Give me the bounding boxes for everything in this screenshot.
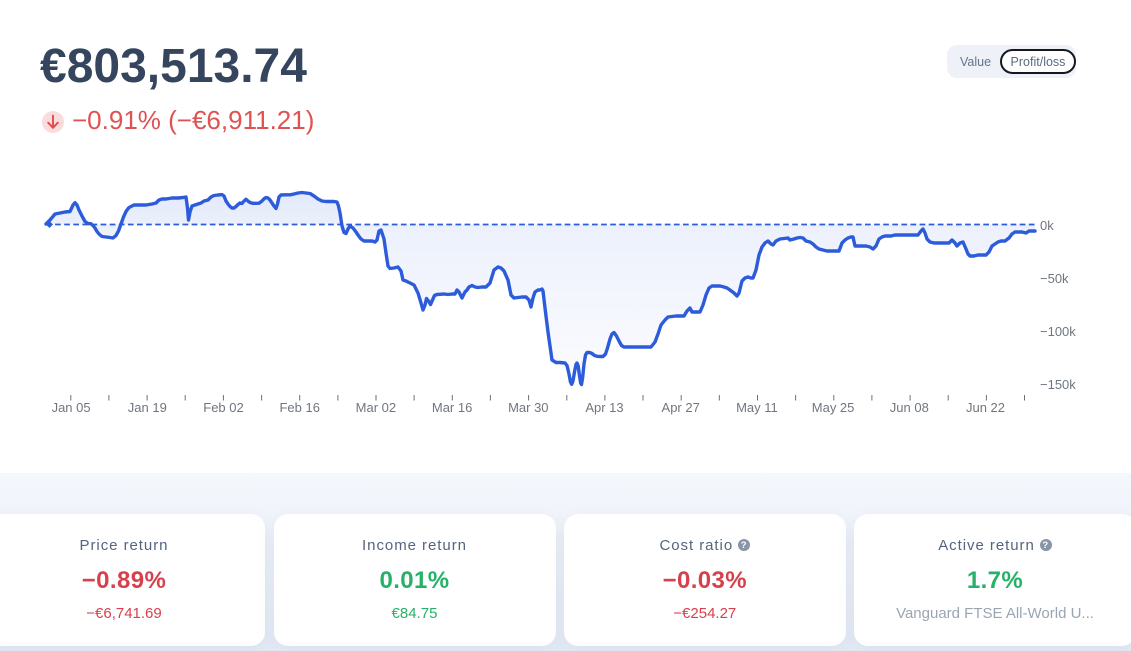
- svg-text:0k: 0k: [1040, 218, 1054, 233]
- svg-text:Feb 16: Feb 16: [279, 400, 319, 415]
- svg-text:−150k: −150k: [1040, 377, 1076, 392]
- svg-text:Mar 02: Mar 02: [356, 400, 396, 415]
- svg-text:Mar 16: Mar 16: [432, 400, 472, 415]
- svg-text:Jan 19: Jan 19: [128, 400, 167, 415]
- svg-text:May 11: May 11: [736, 400, 778, 415]
- svg-text:Jun 08: Jun 08: [890, 400, 929, 415]
- svg-text:−50k: −50k: [1040, 271, 1069, 286]
- svg-text:−100k: −100k: [1040, 324, 1076, 339]
- svg-text:Apr 13: Apr 13: [585, 400, 623, 415]
- svg-text:Apr 27: Apr 27: [662, 400, 700, 415]
- svg-text:Feb 02: Feb 02: [203, 400, 243, 415]
- svg-text:Mar 30: Mar 30: [508, 400, 548, 415]
- svg-text:Jun 22: Jun 22: [966, 400, 1005, 415]
- svg-text:May 25: May 25: [812, 400, 855, 415]
- svg-text:Jan 05: Jan 05: [52, 400, 91, 415]
